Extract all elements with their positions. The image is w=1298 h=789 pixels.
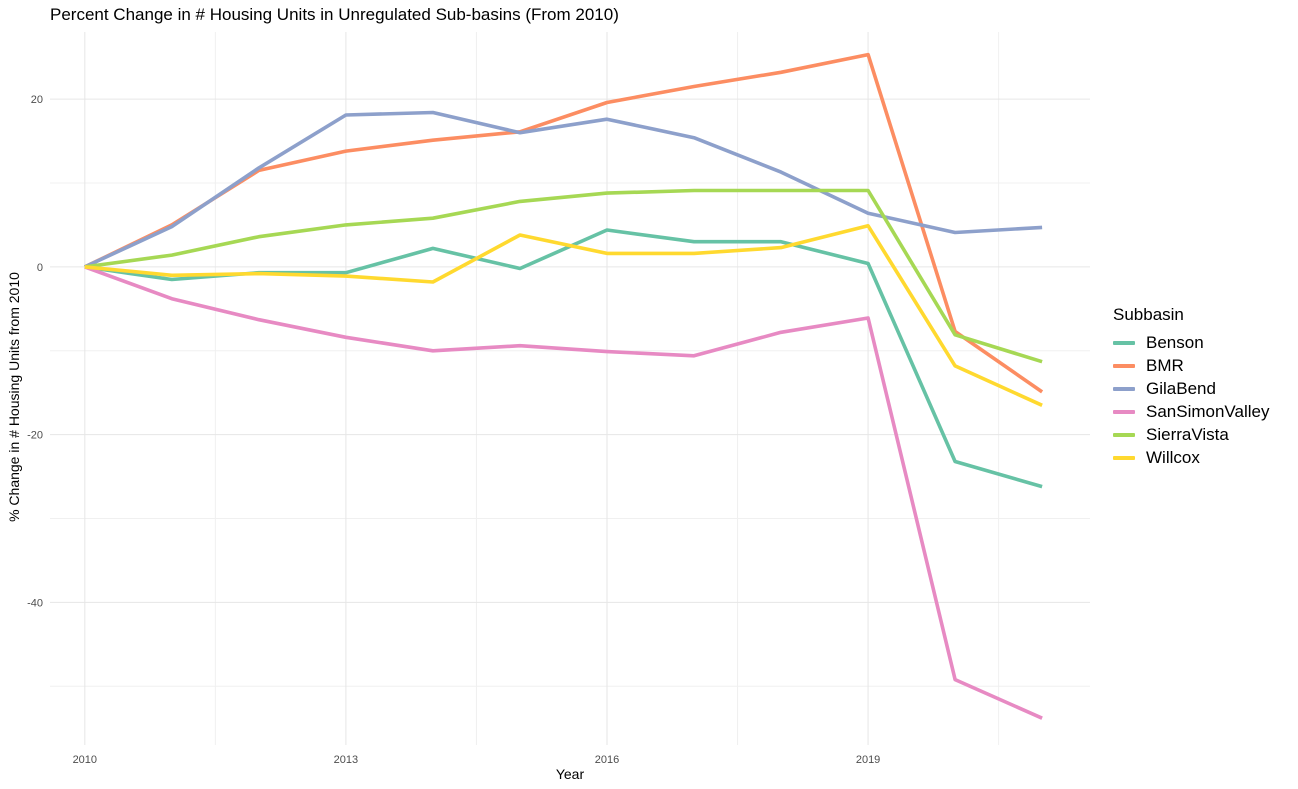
x-tick-label: 2010: [73, 754, 97, 766]
legend-item-benson: Benson: [1113, 331, 1269, 354]
x-tick-label: 2019: [856, 754, 880, 766]
legend-key: [1113, 455, 1135, 460]
legend-key: [1113, 340, 1135, 345]
y-tick-label: -40: [27, 597, 43, 609]
series-line-sansimonvalley: [84, 265, 1043, 720]
legend-label: SanSimonValley: [1146, 401, 1270, 421]
legend-item-sansimonvalley: SanSimonValley: [1113, 400, 1269, 423]
legend-item-gilabend: GilaBend: [1113, 377, 1269, 400]
legend: Subbasin Benson BMR GilaBend SanSimonValley…: [1113, 305, 1269, 469]
x-axis-ticks: 2010 2013 2016 2019: [73, 754, 881, 766]
y-axis-label: % Change in # Housing Units from 2010: [6, 272, 22, 522]
legend-label: SierraVista: [1146, 424, 1229, 444]
y-axis-ticks: -40 -20 0 20: [27, 94, 43, 609]
legend-label: Benson: [1146, 332, 1204, 352]
legend-label: GilaBend: [1146, 378, 1216, 398]
legend-title: Subbasin: [1113, 305, 1184, 324]
legend-item-bmr: BMR: [1113, 354, 1269, 377]
series-line-bmr: [84, 52, 1044, 394]
series-lines: [84, 52, 1044, 720]
legend-key: [1113, 432, 1135, 437]
major-gridlines: [50, 32, 1090, 745]
x-tick-label: 2013: [334, 754, 358, 766]
legend-item-sierravista: SierraVista: [1113, 423, 1269, 446]
legend-key: [1113, 363, 1135, 368]
chart-title: Percent Change in # Housing Units in Unr…: [50, 5, 619, 24]
legend-key: [1113, 386, 1135, 391]
minor-gridlines: [50, 32, 1090, 745]
x-tick-label: 2016: [595, 754, 619, 766]
y-tick-label: 0: [37, 262, 43, 274]
series-line-sierravista: [84, 188, 1043, 364]
series-line-willcox: [84, 224, 1043, 407]
y-tick-label: -20: [27, 430, 43, 442]
y-tick-label: 20: [31, 94, 43, 106]
legend-item-willcox: Willcox: [1113, 446, 1269, 469]
legend-label: BMR: [1146, 355, 1184, 375]
x-axis-label: Year: [556, 766, 585, 782]
legend-key: [1113, 409, 1135, 414]
legend-label: Willcox: [1146, 447, 1200, 467]
